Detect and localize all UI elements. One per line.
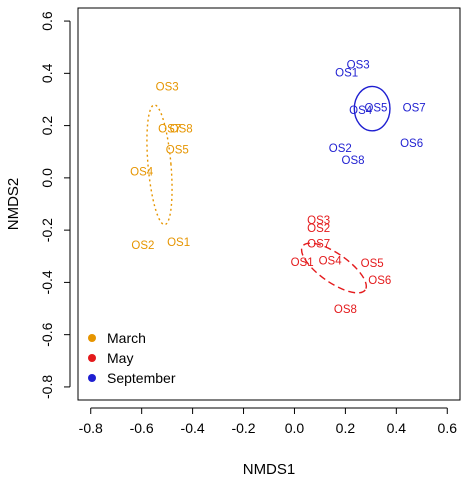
x-tick-label: -0.8: [79, 420, 103, 436]
legend-label-september: September: [107, 370, 176, 386]
september-point-os8: OS8: [342, 155, 365, 167]
y-tick-label: 0.6: [39, 11, 55, 31]
x-tick-label: 0.2: [336, 420, 356, 436]
may-point-os3: OS3: [307, 215, 330, 227]
may-point-os6: OS6: [368, 275, 391, 287]
plot-frame: [77, 7, 461, 401]
legend-marker-may: [88, 354, 96, 362]
x-tick-label: -0.2: [231, 420, 255, 436]
x-axis-title: NMDS1: [243, 461, 296, 478]
legend-label-march: March: [107, 330, 146, 346]
y-tick-label: 0.4: [39, 63, 55, 83]
y-tick-label: -0.2: [39, 218, 55, 242]
x-tick-label: 0.0: [285, 420, 305, 436]
may-point-os8: OS8: [334, 304, 357, 316]
september-point-os3: OS3: [347, 59, 370, 71]
march-point-os1: OS1: [167, 237, 190, 249]
march-point-os2: OS2: [131, 240, 154, 252]
x-tick-label: 0.6: [438, 420, 458, 436]
march-point-os4: OS4: [130, 167, 154, 179]
may-point-os5: OS5: [361, 258, 384, 270]
x-tick-label: -0.6: [130, 420, 154, 436]
may-point-os2: OS2: [307, 223, 330, 235]
y-tick-label: -0.4: [39, 270, 55, 294]
september-point-os7: OS7: [403, 103, 426, 115]
y-tick-label: -0.6: [39, 322, 55, 346]
may-ellipse: [300, 242, 367, 294]
march-point-os3: OS3: [156, 82, 179, 94]
legend-marker-september: [88, 374, 96, 382]
legend-label-may: May: [107, 350, 133, 366]
september-point-os1: OS1: [335, 67, 358, 79]
march-point-os7: OS7: [158, 124, 181, 136]
legend-marker-march: [88, 334, 96, 342]
y-tick-label: -0.8: [39, 375, 55, 399]
x-tick-label: -0.4: [181, 420, 205, 436]
y-tick-label: 0.0: [39, 168, 55, 188]
march-point-os5: OS5: [166, 144, 189, 156]
y-axis-title: NMDS2: [5, 178, 22, 231]
september-ellipse: [353, 85, 391, 132]
september-point-os6: OS6: [400, 138, 423, 150]
march-point-os8: OS8: [170, 124, 193, 136]
september-point-os4: OS4: [349, 105, 373, 117]
x-tick-label: 0.4: [387, 420, 407, 436]
y-tick-label: 0.2: [39, 116, 55, 136]
may-point-os4: OS4: [319, 255, 343, 267]
september-point-os2: OS2: [329, 143, 352, 155]
may-point-os1: OS1: [291, 257, 314, 269]
may-point-os7: OS7: [307, 239, 330, 251]
march-ellipse: [146, 104, 173, 226]
september-point-os5: OS5: [364, 103, 387, 115]
